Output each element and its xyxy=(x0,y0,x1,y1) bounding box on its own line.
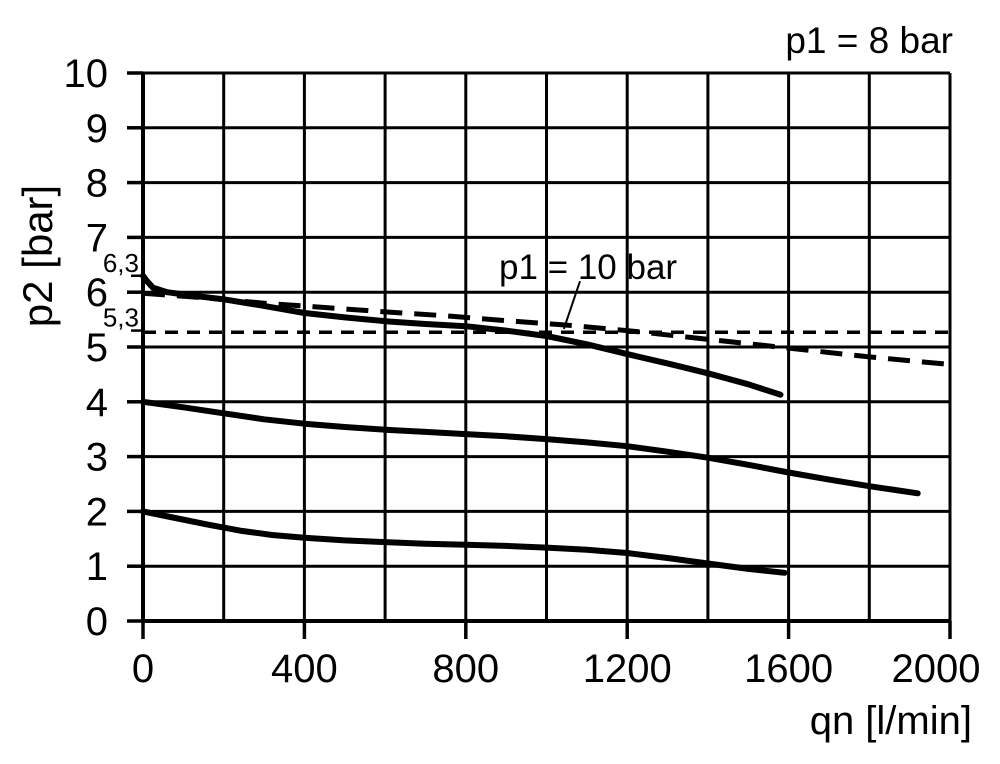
y-tick-label: 0 xyxy=(86,600,108,644)
y-tick-label: 7 xyxy=(86,216,108,260)
x-tick-label: 0 xyxy=(132,647,154,691)
x-axis-label: qn [l/min] xyxy=(809,699,972,743)
y-axis-label: p2 [bar] xyxy=(14,184,61,328)
y-tick-label: 2 xyxy=(86,490,108,534)
inlet-pressure-8bar-label: p1 = 8 bar xyxy=(785,20,953,61)
x-tick-label: 800 xyxy=(432,647,499,691)
curve-p1-10bar xyxy=(142,290,951,367)
x-tick-label: 400 xyxy=(271,647,338,691)
y-tick-label: 6 xyxy=(86,271,108,315)
curve-p1-8bar-setting-4 xyxy=(140,398,921,497)
curve-p1-8bar-setting-6-3 xyxy=(140,272,784,398)
x-tick-label: 1600 xyxy=(744,647,833,691)
y-tick-label: 8 xyxy=(86,162,108,206)
y-tick-label: 3 xyxy=(86,436,108,480)
curve-p1-8bar-setting-2 xyxy=(140,508,788,576)
y-tick-label: 4 xyxy=(86,381,108,425)
y-minor-tick-label: 5,3 xyxy=(103,303,139,333)
x-tick-label: 2000 xyxy=(892,647,981,691)
y-tick-label: 5 xyxy=(86,326,108,370)
y-minor-tick-label: 6,3 xyxy=(103,248,139,278)
x-tick-label: 1200 xyxy=(583,647,672,691)
annotation-leader-line xyxy=(562,280,581,330)
y-tick-label: 1 xyxy=(86,545,108,589)
inlet-pressure-10bar-annotation: p1 = 10 bar xyxy=(499,248,678,287)
y-tick-label: 10 xyxy=(64,52,109,96)
y-tick-label: 9 xyxy=(86,107,108,151)
